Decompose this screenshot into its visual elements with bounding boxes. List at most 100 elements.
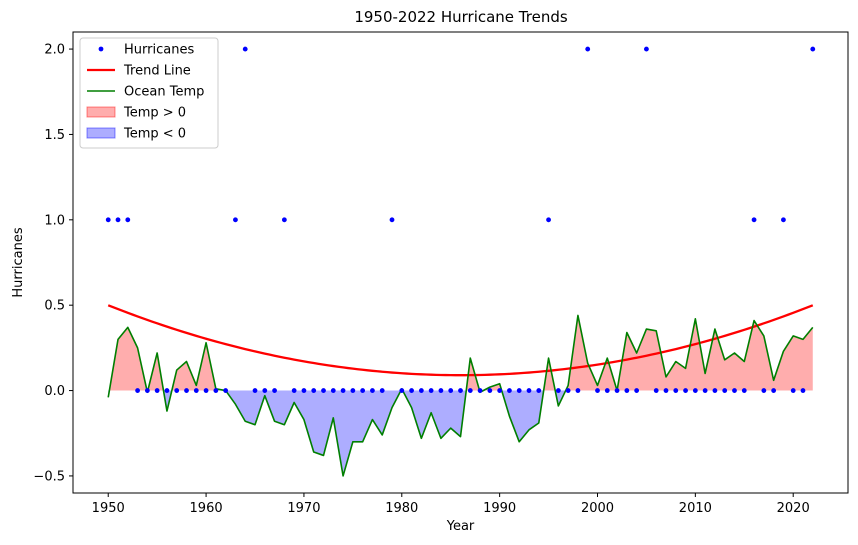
hurricane-point bbox=[418, 388, 424, 393]
temp-positive-area bbox=[147, 352, 164, 391]
y-tick-label: 0.0 bbox=[44, 384, 65, 399]
x-tick-label: 2020 bbox=[777, 501, 810, 516]
temp-negative-area bbox=[501, 390, 544, 442]
legend-label: Trend Line bbox=[123, 64, 191, 79]
legend-patch-swatch bbox=[86, 106, 116, 118]
hurricane-point bbox=[810, 46, 816, 52]
hurricane-point bbox=[536, 388, 542, 393]
plot-frame bbox=[72, 31, 849, 494]
hurricane-point bbox=[330, 388, 336, 393]
hurricane-point bbox=[761, 388, 767, 393]
hurricane-point bbox=[135, 388, 140, 393]
hurricane-point bbox=[800, 388, 806, 393]
legend-patch-swatch bbox=[86, 127, 116, 139]
x-tick-label: 1970 bbox=[287, 501, 320, 516]
hurricane-point bbox=[614, 388, 620, 393]
hurricane-point bbox=[497, 388, 503, 393]
x-tick-label: 1980 bbox=[385, 501, 418, 516]
hurricane-point bbox=[379, 388, 385, 393]
hurricane-points-layer bbox=[105, 46, 816, 393]
hurricane-point bbox=[233, 217, 238, 223]
y-tick-label: 2.0 bbox=[44, 43, 65, 58]
hurricane-point bbox=[790, 388, 796, 393]
x-tick-label: 1990 bbox=[483, 501, 516, 516]
legend-label: Temp > 0 bbox=[123, 106, 186, 121]
hurricane-point bbox=[692, 388, 698, 393]
hurricane-point bbox=[516, 388, 522, 393]
hurricane-point bbox=[193, 388, 199, 393]
trend-line bbox=[107, 304, 814, 377]
hurricane-point bbox=[771, 388, 777, 393]
legend: Hurricanes Trend Line Ocean Temp Temp > 0 Te… bbox=[79, 37, 219, 149]
hurricane-point bbox=[281, 217, 287, 223]
hurricane-point bbox=[272, 388, 277, 393]
temp-positive-area bbox=[171, 342, 226, 391]
hurricane-point bbox=[507, 388, 512, 393]
y-axis: −0.5 0.0 0.5 1.0 1.5 2.0 bbox=[33, 43, 73, 484]
hurricane-point bbox=[458, 388, 463, 393]
hurricane-point bbox=[712, 388, 718, 393]
x-axis: 1950 1960 1970 1980 1990 2000 2010 2020 bbox=[92, 493, 810, 516]
y-tick-label: 1.5 bbox=[44, 128, 65, 143]
hurricane-point bbox=[311, 388, 317, 393]
hurricane-point bbox=[223, 388, 229, 393]
legend-label: Ocean Temp bbox=[124, 85, 204, 100]
x-tick-label: 1960 bbox=[190, 501, 223, 516]
hurricane-point bbox=[751, 217, 757, 223]
hurricane-point bbox=[428, 388, 434, 393]
hurricane-point bbox=[154, 388, 160, 393]
hurricane-point bbox=[409, 388, 414, 393]
hurricane-point bbox=[174, 388, 180, 393]
y-axis-title: Hurricanes bbox=[11, 227, 26, 297]
hurricane-point bbox=[291, 388, 297, 393]
hurricane-point bbox=[526, 388, 532, 393]
hurricane-point bbox=[634, 388, 640, 393]
hurricane-point bbox=[555, 388, 561, 393]
x-tick-label: 2010 bbox=[679, 501, 712, 516]
legend-box bbox=[79, 37, 219, 149]
hurricane-point bbox=[595, 388, 600, 393]
hurricane-point bbox=[565, 388, 571, 393]
hurricane-point bbox=[585, 46, 591, 52]
hurricane-point bbox=[438, 388, 444, 393]
hurricane-point bbox=[722, 388, 728, 393]
hurricane-point bbox=[467, 388, 473, 393]
hurricane-point bbox=[781, 217, 786, 223]
hurricane-point bbox=[203, 388, 209, 393]
hurricane-point bbox=[653, 388, 659, 393]
x-tick-label: 1950 bbox=[92, 501, 125, 516]
hurricane-point bbox=[321, 388, 326, 393]
temp-negative-area bbox=[225, 390, 401, 476]
chart-title: 1950-2022 Hurricane Trends bbox=[354, 8, 568, 26]
hurricane-point bbox=[164, 388, 170, 393]
hurricane-point bbox=[683, 388, 688, 393]
hurricane-point bbox=[389, 217, 395, 223]
hurricane-point bbox=[624, 388, 630, 393]
legend-label: Hurricanes bbox=[124, 43, 194, 58]
temp-positive-area bbox=[109, 327, 147, 391]
hurricane-point bbox=[546, 217, 551, 223]
x-axis-title: Year bbox=[446, 519, 475, 534]
hurricane-point bbox=[673, 388, 679, 393]
hurricane-point bbox=[370, 388, 375, 393]
hurricane-point bbox=[663, 388, 669, 393]
hurricane-point bbox=[741, 388, 747, 393]
hurricane-point bbox=[301, 388, 307, 393]
x-tick-label: 2000 bbox=[581, 501, 614, 516]
temp-negative-area bbox=[163, 390, 172, 412]
hurricane-point bbox=[448, 388, 454, 393]
hurricane-point bbox=[252, 388, 258, 393]
legend-label: Temp < 0 bbox=[123, 127, 186, 142]
hurricane-point bbox=[115, 217, 121, 223]
hurricane-point bbox=[262, 388, 268, 393]
hurricane-point bbox=[213, 388, 219, 393]
hurricane-point bbox=[242, 46, 248, 52]
y-tick-label: −0.5 bbox=[33, 469, 65, 484]
hurricane-point bbox=[477, 388, 483, 393]
hurricane-point bbox=[702, 388, 708, 393]
hurricane-point bbox=[644, 46, 649, 52]
y-tick-label: 1.0 bbox=[44, 213, 65, 228]
temp-negative-area bbox=[402, 390, 467, 439]
hurricane-point bbox=[340, 388, 346, 393]
hurricane-point bbox=[350, 388, 356, 393]
